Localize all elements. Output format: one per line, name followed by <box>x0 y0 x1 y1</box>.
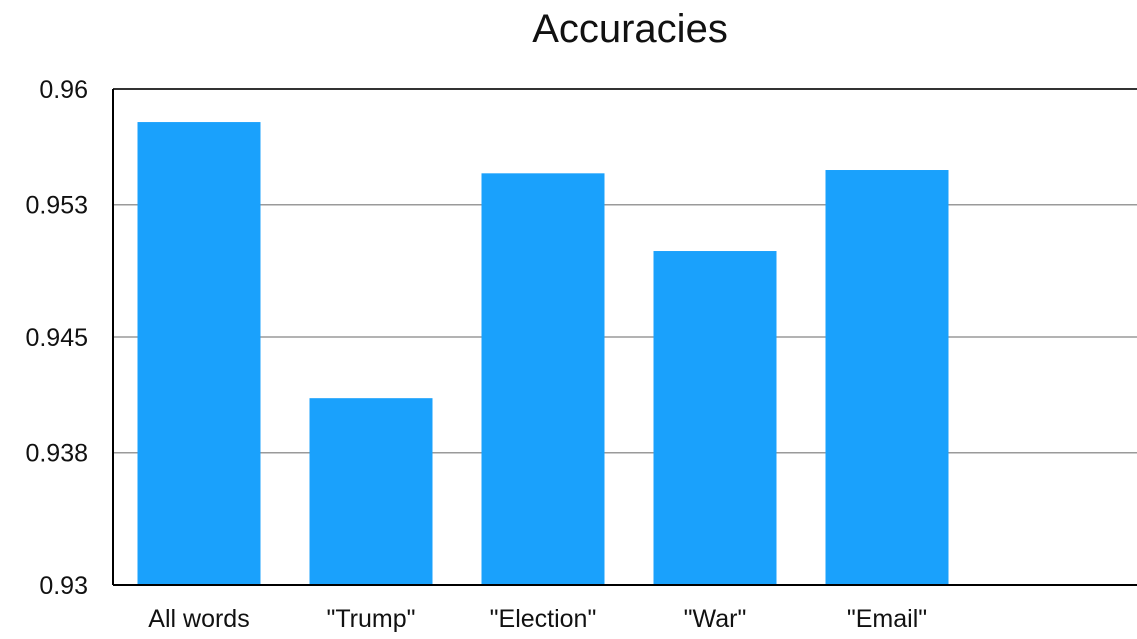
x-category-labels: All words "Trump" "Election" "War" "Email" <box>148 605 927 633</box>
x-category-label: "Trump" <box>326 605 415 633</box>
x-category-label: "Election" <box>490 605 597 633</box>
y-tick-label: 0.953 <box>25 192 88 220</box>
y-tick-label: 0.96 <box>39 76 88 104</box>
axes <box>112 88 1137 586</box>
bar-3 <box>653 251 777 585</box>
bar-4 <box>825 170 949 585</box>
bars <box>137 122 949 586</box>
x-category-label: "War" <box>684 605 747 633</box>
y-tick-label: 0.945 <box>25 324 88 352</box>
bar-1 <box>309 398 433 585</box>
bar-0 <box>137 122 261 586</box>
x-category-label: All words <box>148 605 249 633</box>
chart-title: Accuracies <box>532 7 728 51</box>
x-category-label: "Email" <box>847 605 927 633</box>
y-tick-label: 0.938 <box>25 440 88 468</box>
gridlines <box>113 88 1137 454</box>
bar-2 <box>481 173 605 585</box>
y-tick-label: 0.93 <box>39 572 88 600</box>
y-tick-labels: 0.93 0.938 0.945 0.953 0.96 <box>25 76 88 600</box>
